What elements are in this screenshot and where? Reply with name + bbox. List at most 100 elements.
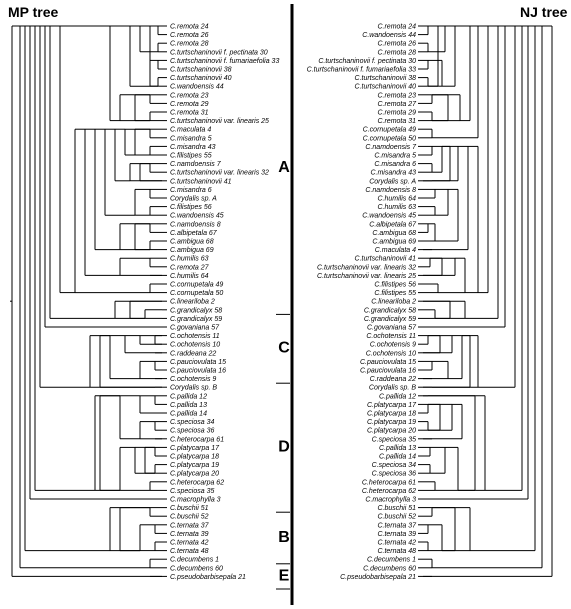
clade-label: A [278,159,290,176]
taxon-label: C.pallida 13 [170,402,207,409]
taxon-label: C.heterocarpa 61 [362,479,416,486]
taxon-label: C.platycarpa 17 [170,445,220,452]
taxon-label: C.ternata 39 [377,531,416,538]
clade-label: D [278,439,290,456]
taxon-label: C.platycarpa 19 [367,419,416,426]
taxon-label: C.ochotensis 9 [170,376,216,383]
taxon-label: C.wandoensis 44 [362,32,416,39]
taxon-label: C.buschii 51 [377,505,416,512]
taxon-label: C.speciosa 34 [170,419,214,426]
taxon-label: C.remota 28 [170,41,209,48]
taxon-label: C.remota 24 [170,24,209,31]
taxon-label: C.grandicalyx 58 [170,307,222,314]
clade-label: B [278,529,290,546]
taxon-label: C.cornupetala 49 [170,282,223,289]
taxon-label: C.namdoensis 7 [365,144,417,151]
taxon-label: C.pauciovulata 16 [170,368,226,375]
taxon-label: C.turtschaninovii var. linearis 32 [317,264,416,271]
taxon-label: C.ambigua 68 [170,239,214,246]
taxon-label: C.heterocarpa 62 [362,488,416,495]
taxon-label: C.raddeana 22 [370,376,416,383]
taxon-label: C.turtschaninovii f. fumariaefolia 33 [170,58,279,65]
taxon-label: C.ternata 48 [377,548,416,555]
taxon-label: C.ochotensis 11 [170,333,220,340]
taxon-label: C.buschii 51 [170,505,209,512]
taxon-label: C.albipetala 67 [369,221,417,228]
taxon-label: C.remota 27 [377,101,417,108]
taxon-label: C.pallida 12 [170,393,207,400]
taxon-label: C.macrophylla 3 [170,497,221,504]
taxon-label: C.ochotensis 10 [170,342,220,349]
taxon-label: C.platycarpa 18 [367,411,416,418]
taxon-label: C.platycarpa 18 [170,454,219,461]
taxon-label: C.decumbens 1 [367,557,416,564]
taxon-label: C.maculata 4 [375,247,416,254]
taxon-label: C.buschii 52 [170,514,209,521]
taxon-label: C.decumbens 60 [363,565,416,572]
taxon-label: C.humilis 63 [170,256,209,263]
taxon-label: C.pseudobarbisepala 21 [170,574,246,581]
taxon-label: C.misandra 5 [374,153,416,160]
taxon-label: C.misandra 6 [374,161,416,168]
taxon-label: C.remota 26 [170,32,209,39]
taxon-label: Corydalis sp. A [170,196,217,203]
taxon-label: C.turtschaninovii 41 [355,256,417,263]
taxon-label: C.filistipes 55 [170,153,212,160]
taxon-label: C.remota 26 [377,41,416,48]
taxon-label: C.ambigua 68 [372,230,416,237]
taxon-label: C.remota 31 [377,118,416,125]
taxon-label: C.remota 23 [377,92,416,99]
taxon-label: C.misandra 43 [170,144,216,151]
taxon-label: Corydalis sp. B [369,385,416,392]
taxon-label: C.turtschaninovii f. pectinata 30 [318,58,416,65]
taxon-label: C.namdoensis 7 [170,161,222,168]
nj-tree-header: NJ tree [520,4,567,20]
taxon-label: C.turtschaninovii 38 [355,75,417,82]
taxon-label: C.turtschaninovii 40 [355,84,417,91]
taxon-label: C.pauciovulata 15 [170,359,226,366]
taxon-label: C.ochotensis 10 [366,350,416,357]
taxon-label: C.filistipes 55 [374,290,416,297]
taxon-label: C.remota 27 [170,264,210,271]
taxon-label: C.platycarpa 19 [170,462,219,469]
taxon-label: C.remota 28 [377,49,416,56]
taxon-label: C.ochotensis 9 [370,342,416,349]
taxon-label: C.decumbens 60 [170,565,223,572]
taxon-label: C.filistipes 56 [374,282,416,289]
taxon-label: C.lineariloba 2 [371,299,416,306]
taxon-label: C.platycarpa 20 [367,428,416,435]
taxon-label: C.pallida 13 [379,445,416,452]
taxon-label: C.misandra 43 [370,170,416,177]
taxon-label: C.turtschaninovii var. linearis 25 [317,273,416,280]
taxon-label: C.pseudobarbisepala 21 [340,574,416,581]
taxon-label: C.speciosa 35 [372,436,416,443]
taxon-label: C.ochotensis 11 [366,333,416,340]
taxon-label: C.cornupetala 49 [363,127,416,134]
taxon-label: C.speciosa 36 [372,471,416,478]
taxon-label: C.speciosa 36 [170,428,214,435]
taxon-label: C.turtschaninovii var. linearis 25 [170,118,269,125]
clade-label: C [278,340,290,357]
taxon-label: C.govaniana 57 [170,325,220,332]
taxon-label: C.ternata 37 [377,522,417,529]
taxon-label: C.turtschaninovii 38 [170,67,232,74]
taxon-label: C.remota 31 [170,110,209,117]
taxon-label: C.decumbens 1 [170,557,219,564]
taxon-label: C.ternata 42 [377,540,416,547]
taxon-label: C.pauciovulata 16 [360,368,416,375]
taxon-label: C.remota 29 [170,101,209,108]
taxon-label: C.humilis 64 [377,196,416,203]
taxon-label: C.misandra 5 [170,135,212,142]
taxon-label: C.remota 24 [377,24,416,31]
taxon-label: C.buschii 52 [377,514,416,521]
taxon-label: C.namdoensis 8 [365,187,416,194]
taxon-label: C.cornupetala 50 [363,135,416,142]
taxon-label: C.turtschaninovii var. linearis 32 [170,170,269,177]
taxon-label: C.grandicalyx 58 [364,307,416,314]
taxon-label: C.pallida 14 [379,454,416,461]
taxon-label: C.raddeana 22 [170,350,216,357]
taxon-label: C.platycarpa 20 [170,471,219,478]
taxon-label: C.speciosa 35 [170,488,214,495]
taxon-label: C.wandoensis 45 [170,213,224,220]
taxon-label: C.pallida 12 [379,393,416,400]
